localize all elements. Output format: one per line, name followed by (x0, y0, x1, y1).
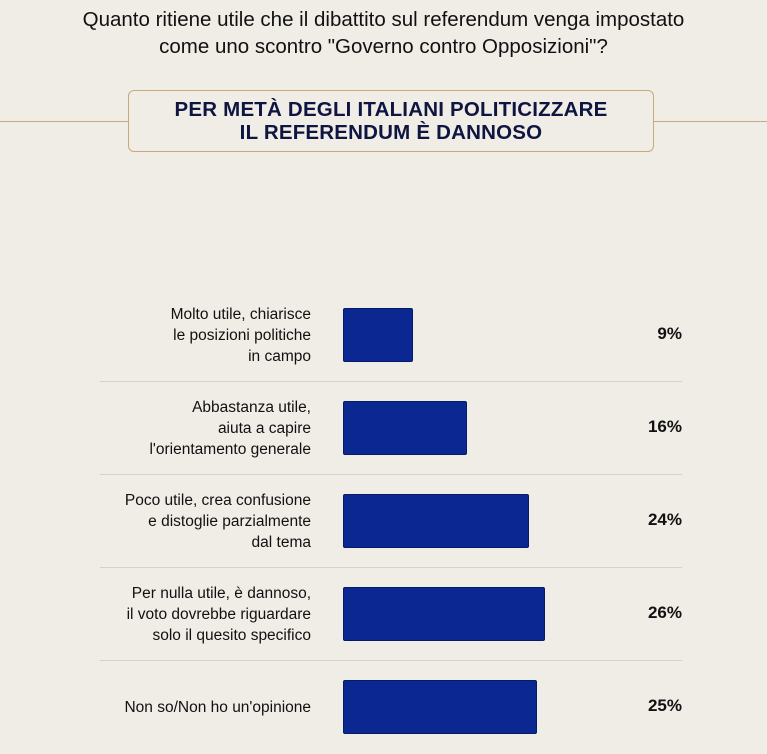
category-label: Per nulla utile, è dannoso, il voto dovre… (127, 583, 311, 646)
question-line-2: come uno scontro "Governo contro Opposiz… (159, 35, 608, 58)
category-label-line: Molto utile, chiarisce (170, 305, 311, 323)
headline-banner: PER METÀ DEGLI ITALIANI POLITICIZZARE IL… (128, 90, 654, 152)
banner-rule-right (654, 121, 767, 122)
value-label: 24% (647, 510, 682, 529)
value-label: 9% (657, 324, 682, 343)
row-separator (100, 660, 682, 661)
category-label-line: il voto dovrebbe riguardare (126, 605, 311, 623)
chart-question: Quanto ritiene utile che il dibattito su… (0, 6, 767, 60)
category-label-line: Poco utile, crea confusione (124, 491, 311, 509)
category-label-line: aiuta a capire (217, 419, 311, 437)
category-label-line: dal tema (251, 533, 311, 551)
category-label-line: Per nulla utile, è dannoso, (131, 584, 311, 602)
bar (343, 308, 413, 362)
value-label: 25% (647, 696, 682, 715)
headline-line-2: IL REFERENDUM È DANNOSO (239, 121, 543, 144)
bar (343, 587, 545, 641)
bar (343, 401, 467, 455)
banner-rule-left (0, 121, 128, 122)
row-separator (100, 381, 682, 382)
headline-line-1: PER METÀ DEGLI ITALIANI POLITICIZZARE (174, 98, 608, 121)
category-label-line: in campo (248, 347, 311, 365)
row-separator (100, 474, 682, 475)
category-label: Abbastanza utile, aiuta a capire l'orienta… (149, 397, 311, 460)
row-separator (100, 567, 682, 568)
category-label-line: Abbastanza utile, (192, 398, 311, 416)
category-label-line: e distoglie parzialmente (148, 512, 311, 530)
bar (343, 680, 537, 734)
category-label-line: le posizioni politiche (173, 326, 311, 344)
category-label: Molto utile, chiarisce le posizioni polit… (171, 304, 311, 367)
category-label-line: l'orientamento generale (149, 440, 311, 458)
category-label-line: solo il quesito specifico (152, 626, 311, 644)
category-label: Non so/Non ho un'opinione (124, 697, 311, 718)
value-label: 16% (647, 417, 682, 436)
question-line-1: Quanto ritiene utile che il dibattito su… (82, 8, 685, 31)
bar (343, 494, 529, 548)
value-label: 26% (647, 603, 682, 622)
category-label: Poco utile, crea confusione e distoglie p… (125, 490, 311, 553)
category-label-line: Non so/Non ho un'opinione (124, 698, 311, 716)
